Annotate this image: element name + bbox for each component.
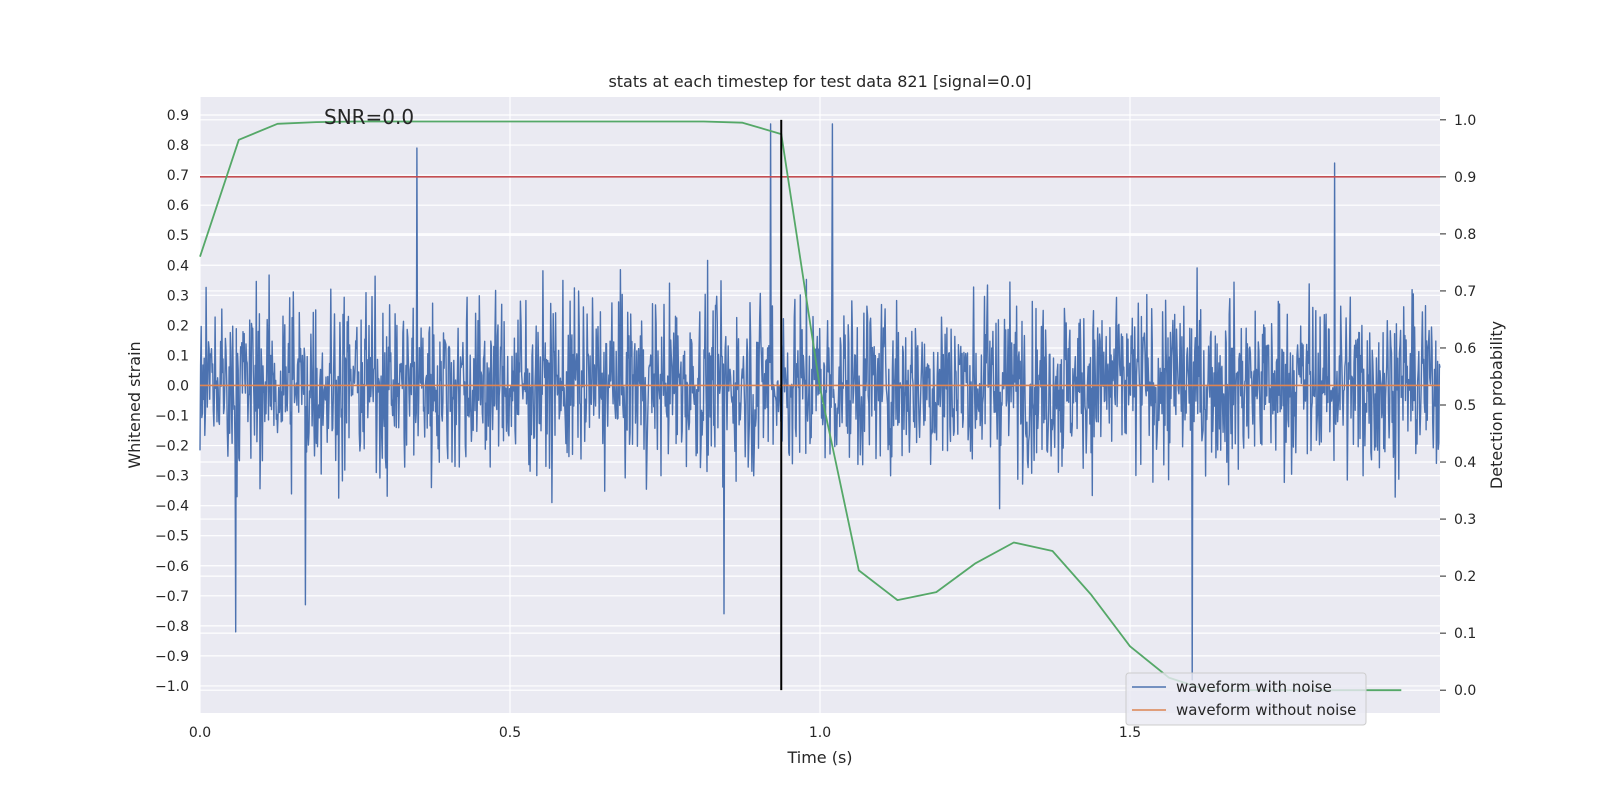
y-tick-label: −0.2 — [155, 439, 189, 455]
y2-tick-label: 0.4 — [1454, 455, 1476, 471]
snr-annotation: SNR=0.0 — [324, 105, 414, 129]
y-tick-label: 0.8 — [167, 138, 189, 154]
y2-tick-label: 0.6 — [1454, 341, 1476, 357]
x-axis-label: Time (s) — [786, 748, 852, 767]
y-tick-label: 0.9 — [167, 108, 189, 124]
y2-tick-label: 0.7 — [1454, 284, 1476, 300]
legend-box — [1125, 672, 1367, 726]
y2-tick-label: 0.5 — [1454, 398, 1476, 414]
x-tick-label: 1.5 — [1119, 725, 1141, 741]
x-tick-label: 0.5 — [499, 725, 521, 741]
y-axis-label: Whitened strain — [125, 341, 144, 468]
legend-label-noise: waveform with noise — [1176, 678, 1332, 696]
y2-tick-label: 0.3 — [1454, 512, 1476, 528]
series-waveform-with-noise — [199, 123, 1441, 681]
y-tick-label: −0.8 — [155, 619, 189, 635]
y-tick-label: −1.0 — [155, 679, 189, 695]
y-tick-label: 0.6 — [167, 198, 189, 214]
y2-tick-label: 0.2 — [1454, 569, 1476, 585]
y-tick-label: 0.4 — [167, 258, 189, 274]
y-tick-label: −0.7 — [155, 589, 189, 605]
y-tick-label: −0.9 — [155, 649, 189, 665]
y-tick-label: −0.1 — [155, 409, 189, 425]
y2-tick-label: 0.8 — [1454, 227, 1476, 243]
y-tick-label: −0.3 — [155, 469, 189, 485]
legend: waveform with noise waveform without noi… — [1125, 672, 1367, 726]
y-tick-label: −0.4 — [155, 499, 189, 515]
y-tick-label: 0.3 — [167, 288, 189, 304]
y2-tick-label: 1.0 — [1454, 113, 1476, 129]
y-tick-label: 0.7 — [167, 168, 189, 184]
x-tick-label: 1.0 — [809, 725, 831, 741]
y-tick-label: 0.2 — [167, 318, 189, 334]
y-tick-label: 0.5 — [167, 228, 189, 244]
y2-axis-label: Detection probability — [1487, 321, 1506, 489]
tick-labels: 0.9 0.8 0.7 0.6 0.5 0.4 0.3 0.2 0.1 0.0 −0.1 −0.2 −0… — [155, 108, 1476, 741]
y-tick-label: 0.0 — [167, 378, 189, 394]
y2-tick-label: 0.1 — [1454, 626, 1476, 642]
x-tick-label: 0.0 — [189, 725, 211, 741]
y-tick-label: −0.6 — [155, 559, 189, 575]
chart-title: stats at each timestep for test data 821… — [608, 72, 1031, 91]
y-tick-label: 0.1 — [167, 348, 189, 364]
y-tick-label: −0.5 — [155, 529, 189, 545]
y2-tick-label: 0.0 — [1454, 683, 1476, 699]
legend-label-clean: waveform without noise — [1176, 701, 1356, 719]
y2-tick-label: 0.9 — [1454, 170, 1476, 186]
